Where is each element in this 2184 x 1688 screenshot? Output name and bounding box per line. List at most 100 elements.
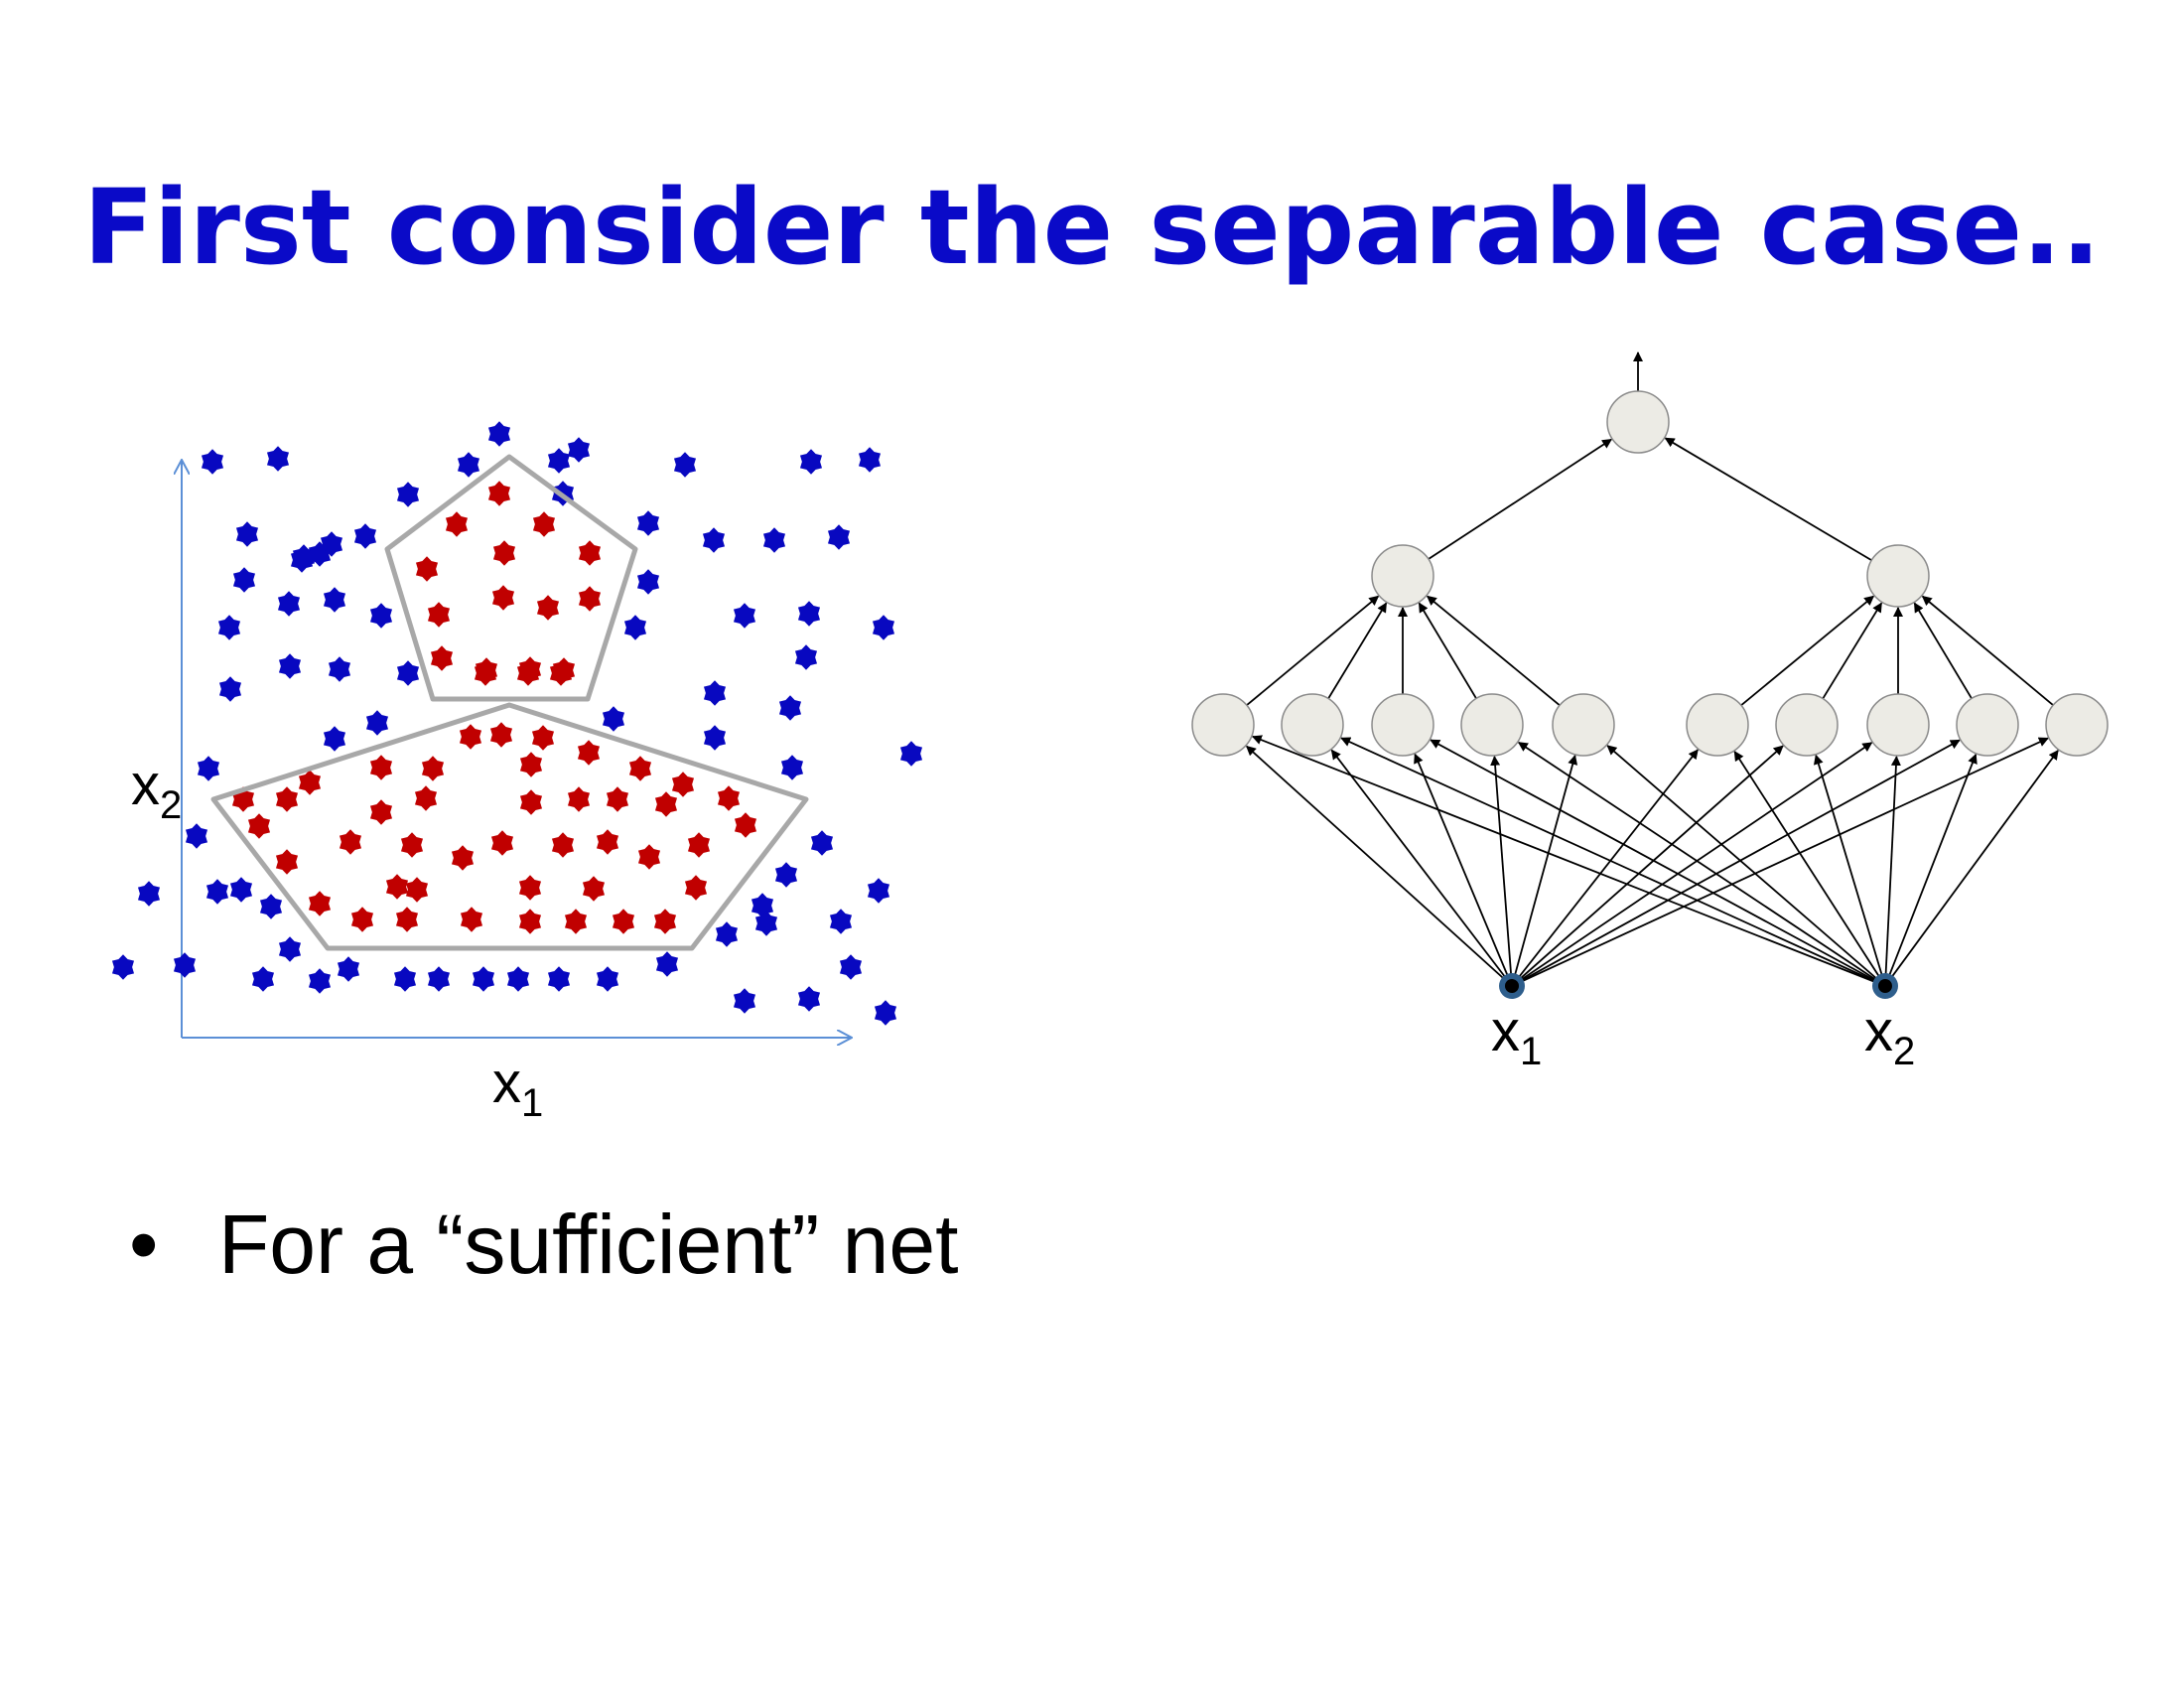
hidden-layer-1-neuron: [1371, 693, 1434, 757]
connection-arrow: [1246, 595, 1380, 706]
connection-arrow: [1511, 745, 1784, 987]
red-point: [654, 791, 678, 817]
red-point: [578, 586, 602, 612]
blue-point: [733, 603, 756, 629]
blue-point: [774, 862, 798, 888]
connection-arrow: [1340, 737, 1886, 987]
connection-arrow: [1245, 745, 1513, 987]
hidden-layer-1-neuron: [2045, 693, 2109, 757]
blue-point: [277, 591, 301, 617]
blue-point: [205, 879, 229, 905]
blue-point: [702, 527, 726, 553]
connection-arrow: [1664, 437, 1872, 561]
red-point: [628, 756, 652, 781]
blue-point: [232, 567, 256, 593]
blue-point: [393, 966, 417, 992]
red-point: [308, 891, 332, 916]
blue-point: [320, 531, 343, 557]
blue-point: [396, 482, 420, 507]
red-point: [492, 540, 516, 566]
blue-point: [751, 893, 774, 918]
input-node-core: [1878, 979, 1892, 993]
hidden-layer-1-neuron: [1460, 693, 1524, 757]
blue-point: [197, 756, 220, 781]
connection-arrow: [1511, 737, 2049, 987]
blue-point: [229, 877, 253, 903]
hidden-layer-1-neuron: [1866, 693, 1930, 757]
blue-point: [703, 725, 727, 751]
blue-point: [673, 452, 697, 478]
connection-arrow: [1327, 602, 1388, 699]
red-point: [518, 909, 542, 934]
blue-point: [567, 437, 591, 463]
red-point: [684, 875, 708, 901]
red-point: [578, 540, 602, 566]
connection-arrow: [1511, 754, 1578, 987]
blue-point: [797, 986, 821, 1012]
hidden-layer-2-neuron: [1371, 544, 1434, 608]
blue-point: [872, 615, 895, 640]
small-pentagon-boundary: [384, 454, 638, 702]
connection-arrow: [1330, 749, 1513, 987]
blue-point: [827, 524, 851, 550]
red-point: [405, 877, 429, 903]
red-point: [532, 511, 556, 537]
blue-point: [266, 446, 290, 472]
red-point: [451, 845, 475, 871]
blue-point: [396, 660, 420, 686]
red-point: [474, 660, 497, 686]
network-edges: [1245, 352, 2059, 987]
red-point: [687, 832, 711, 858]
red-point: [487, 481, 511, 506]
red-point: [275, 849, 299, 875]
red-point: [637, 844, 661, 870]
red-point: [516, 660, 540, 686]
red-point: [275, 786, 299, 812]
hidden-layer-2-neuron: [1866, 544, 1930, 608]
blue-point: [472, 966, 495, 992]
blue-point: [899, 741, 923, 767]
bullet-symbol: •: [129, 1197, 159, 1291]
red-point: [395, 907, 419, 932]
red-point: [489, 722, 513, 748]
connection-arrow: [1426, 595, 1561, 706]
red-point: [564, 909, 588, 934]
red-point: [421, 756, 445, 781]
connection-arrow: [1921, 595, 2054, 706]
blue-point: [754, 911, 778, 936]
connection-arrow: [1511, 739, 1961, 987]
blue-point: [602, 706, 625, 732]
connection-arrow: [1511, 749, 1699, 987]
blue-point: [328, 656, 351, 682]
blue-point: [251, 966, 275, 992]
red-point: [577, 740, 601, 766]
scatter-x-axis-label: x1: [492, 1051, 543, 1125]
blue-point: [235, 521, 259, 547]
red-point: [350, 907, 374, 932]
connection-arrow: [1740, 595, 1875, 706]
connection-arrow: [1822, 602, 1883, 700]
blue-point: [323, 726, 346, 752]
red-point: [430, 645, 454, 671]
red-point: [734, 812, 757, 838]
network-nodes: [1191, 390, 2109, 999]
connection-arrow: [1884, 756, 1901, 987]
red-point: [531, 725, 555, 751]
connection-arrow: [1430, 739, 1886, 987]
red-point: [612, 909, 635, 934]
connection-arrow: [1511, 742, 1873, 987]
red-point: [536, 595, 560, 621]
input-label-x2: x2: [1864, 999, 1915, 1073]
blue-point: [867, 878, 890, 904]
blue-point: [733, 988, 756, 1014]
blue-point: [623, 615, 647, 640]
blue-point: [794, 644, 818, 670]
blue-point: [839, 954, 863, 980]
bullet-text: For a “sufficient” net: [218, 1197, 959, 1291]
blue-point: [278, 936, 302, 962]
blue-point: [655, 951, 679, 977]
scatter-y-axis-label: x2: [131, 753, 182, 827]
hidden-layer-1-neuron: [1686, 693, 1749, 757]
bullet-item: • For a “sufficient” net: [129, 1196, 958, 1293]
blue-point: [547, 448, 571, 474]
